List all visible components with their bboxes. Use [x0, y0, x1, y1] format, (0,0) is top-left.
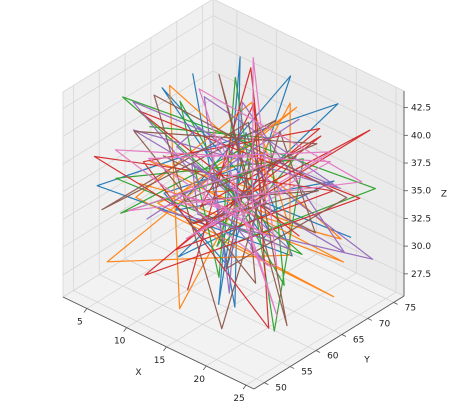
- y-tick-mark: [367, 318, 372, 321]
- z-tick-label: 40.0: [411, 131, 431, 141]
- x-tick-mark: [163, 346, 167, 352]
- x-tick-label: 10: [114, 337, 126, 347]
- x-axis-line: [62, 296, 255, 390]
- gridline-x-floor: [86, 215, 238, 309]
- x-tick-label: 20: [194, 375, 206, 385]
- x-tick-mark: [83, 308, 88, 313]
- gridline-z-back: [212, 70, 405, 164]
- y-tick-label: 50: [275, 384, 287, 394]
- y-tick-label: 60: [327, 352, 339, 362]
- x-tick-mark: [123, 327, 127, 332]
- gridline-y-floor: [124, 258, 317, 351]
- y-tick-mark: [290, 366, 295, 369]
- y-axis-line: [253, 295, 405, 390]
- gridline-z-side: [62, 70, 214, 165]
- series-line-4: [93, 67, 371, 329]
- z-tick-label: 32.5: [411, 214, 431, 224]
- z-tick-label: 42.5: [411, 104, 431, 114]
- x-tick-label: 15: [154, 356, 165, 366]
- x-axis-label: X: [135, 368, 141, 378]
- gridline-z-back: [212, 43, 405, 136]
- gridline-z-side: [62, 43, 214, 137]
- x-tick-mark: [242, 384, 247, 390]
- gridline-z-back: [212, 15, 405, 108]
- x-tick-label: 5: [77, 318, 83, 328]
- gridline-y-floor: [73, 290, 265, 383]
- z-tick-label: 27.5: [411, 270, 431, 280]
- z-tick-label: 35.0: [411, 187, 431, 197]
- series-line-5: [132, 96, 374, 294]
- y-tick-label: 75: [405, 303, 416, 313]
- gridline-y-floor: [150, 242, 343, 335]
- axes-layer: 5 10 15 20 25 50 55 60 65 70 75 27.5 30.0 32.5 35.0 37.…: [62, 91, 447, 404]
- y-tick-mark: [264, 382, 269, 385]
- y-tick-mark: [341, 334, 347, 337]
- x-tick-label: 25: [233, 394, 244, 402]
- gridline-z-back: [212, 98, 405, 192]
- y-tick-mark: [393, 302, 398, 305]
- gridline-x-floor: [166, 253, 317, 348]
- y-axis-label: Y: [363, 356, 370, 366]
- x-tick-mark: [202, 365, 207, 371]
- series-line-7: [114, 56, 363, 317]
- z-axis-label: Z: [441, 190, 447, 200]
- gridline-z-side: [62, 15, 214, 109]
- gridline-x-floor: [245, 291, 397, 386]
- gridline-x-floor: [206, 272, 357, 367]
- y-tick-label: 65: [353, 335, 364, 345]
- series-layer: [93, 56, 376, 332]
- gridline-z-side: [62, 126, 214, 220]
- gridline-y-floor: [99, 274, 291, 367]
- z-tick-label: 30.0: [411, 242, 431, 252]
- z-tick-label: 37.5: [411, 159, 431, 169]
- y-tick-mark: [315, 350, 321, 353]
- y-tick-label: 70: [379, 319, 391, 329]
- y-tick-label: 55: [301, 368, 312, 378]
- series-line-6: [101, 74, 348, 330]
- gridline-x-floor: [126, 234, 277, 328]
